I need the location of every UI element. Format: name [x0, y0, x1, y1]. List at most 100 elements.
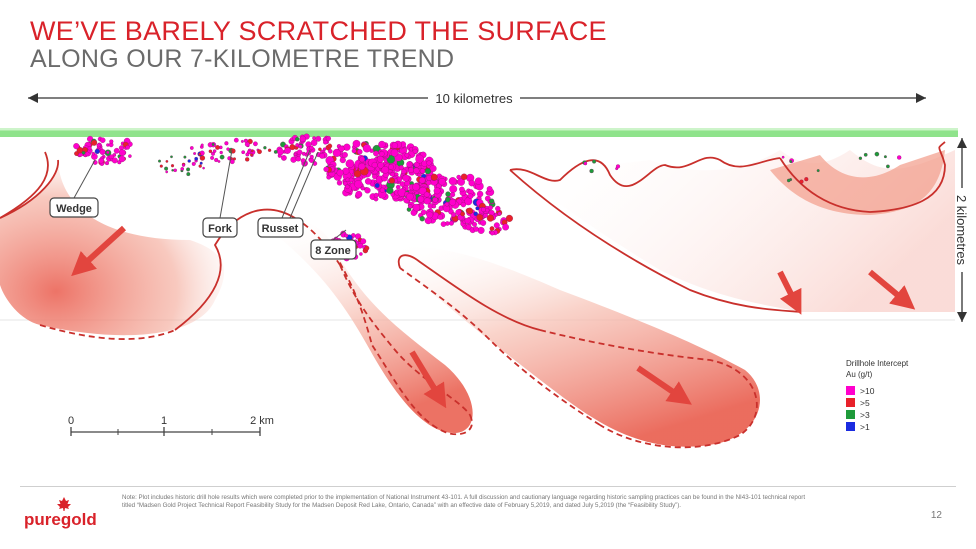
drill-intercept-dot — [354, 180, 363, 189]
drill-intercept-dot — [208, 149, 213, 154]
drill-intercept-dot — [118, 155, 126, 163]
drill-intercept-dot — [200, 143, 204, 147]
plunge-arrow-eight-zone — [409, 350, 447, 409]
drill-intercept-dot — [445, 191, 451, 197]
drill-intercept-dot — [486, 186, 493, 192]
drill-intercept-dot — [450, 192, 456, 198]
drill-intercept-dot — [323, 166, 329, 173]
ground-surface — [0, 130, 958, 137]
drill-intercept-dot — [438, 178, 446, 186]
drill-intercept-dot — [336, 180, 343, 186]
legend-label: >1 — [860, 422, 870, 432]
legend-swatch — [846, 386, 855, 395]
drill-intercept-dot — [781, 155, 785, 159]
drill-intercept-dot — [219, 150, 223, 155]
drill-intercept-dot — [408, 204, 413, 209]
drill-intercept-dot — [293, 152, 298, 157]
drill-intercept-dot — [489, 226, 495, 231]
drill-intercept-dot — [198, 152, 202, 156]
drill-intercept-dot — [402, 174, 410, 182]
drill-intercept-dot — [312, 136, 316, 140]
zone-label-fork: Fork — [208, 223, 233, 235]
drill-intercept-dot — [449, 185, 458, 193]
drill-intercept-dot — [87, 146, 92, 151]
drill-intercept-dot — [473, 226, 479, 232]
drill-intercept-dot — [173, 168, 177, 173]
drill-intercept-dot — [364, 187, 371, 194]
drill-intercept-dot — [799, 179, 804, 184]
arrow-up-icon — [957, 138, 967, 148]
drill-intercept-dot — [502, 223, 509, 231]
drill-intercept-dot — [373, 150, 379, 157]
drill-intercept-dot — [406, 161, 413, 168]
drill-intercept-dot — [358, 162, 366, 171]
drill-intercept-dot — [497, 211, 502, 216]
drill-intercept-dot — [187, 159, 191, 163]
drill-intercept-dot — [118, 149, 126, 157]
drill-intercept-dot — [863, 152, 868, 157]
drill-intercept-dot — [372, 174, 378, 180]
drill-intercept-dot — [388, 164, 394, 170]
drill-intercept-dot — [412, 148, 418, 154]
scale-tick-1: 1 — [161, 415, 167, 427]
arrow-left-icon — [28, 93, 38, 103]
drill-intercept-dot — [406, 192, 414, 201]
drill-intercept-dot — [433, 187, 441, 195]
drill-intercept-dot — [407, 167, 414, 174]
drill-intercept-dot — [401, 168, 407, 175]
envelope-outlines — [0, 141, 946, 449]
drill-intercept-dot — [295, 136, 300, 142]
vertical-dimension: 2 kilometres — [954, 138, 969, 322]
drill-intercept-dot — [327, 143, 333, 149]
drill-intercept-dot — [589, 168, 594, 174]
drill-intercept-dot — [245, 157, 250, 162]
drill-intercept-dot — [298, 144, 303, 149]
slide-title: WE’VE BARELY SCRATCHED THE SURFACE — [30, 16, 607, 46]
drill-intercept-dot — [424, 168, 431, 175]
drill-intercept-dot — [480, 219, 487, 226]
drill-intercept-dot — [456, 174, 461, 180]
drill-intercept-dot — [464, 217, 471, 224]
scale-tick-0: 0 — [68, 415, 74, 427]
drill-intercept-dot — [424, 217, 432, 225]
drill-intercept-dot — [460, 211, 465, 217]
drill-intercept-dot — [419, 216, 425, 222]
legend-title: Drillhole Intercept — [846, 359, 909, 368]
drill-intercept-dot — [210, 155, 215, 160]
drill-intercept-dot — [423, 197, 431, 205]
drill-intercept-dot — [253, 141, 258, 147]
drill-intercept-dot — [399, 181, 406, 187]
legend-swatch — [846, 398, 855, 407]
drill-intercept-dot — [309, 145, 314, 151]
drill-intercept-dot — [186, 172, 191, 177]
drill-intercept-dot — [318, 147, 322, 152]
drill-intercept-dot — [191, 161, 196, 166]
drill-intercept-dot — [91, 139, 98, 146]
drill-intercept-dot — [319, 153, 325, 159]
drill-intercept-dot — [159, 164, 163, 168]
drill-intercept-dot — [468, 179, 476, 187]
drill-intercept-dot — [476, 214, 484, 221]
drill-intercept-dot — [426, 160, 432, 166]
drill-intercept-dot — [475, 206, 480, 211]
arrow-down-icon — [957, 312, 967, 322]
drill-intercept-dot — [487, 205, 493, 211]
drill-intercept-dot — [91, 151, 96, 156]
drill-intercept-dot — [592, 159, 597, 164]
drill-intercept-dot — [339, 157, 346, 164]
logo-text: puregold — [24, 510, 97, 529]
drill-intercept-dot — [158, 159, 161, 163]
drill-intercept-dot — [309, 154, 314, 159]
drill-intercept-dot — [413, 167, 420, 174]
drill-intercept-dot — [373, 192, 379, 198]
zone-labels: Wedge Fork Russet 8 Zone — [49, 149, 357, 260]
drill-intercept-dot — [244, 141, 250, 147]
drill-intercept-dot — [183, 155, 187, 159]
drill-intercept-dot — [444, 201, 450, 207]
drill-intercept-dot — [493, 222, 500, 229]
maple-leaf-icon — [57, 497, 71, 511]
drill-intercept-dot — [165, 160, 169, 163]
drill-intercept-dot — [886, 164, 890, 169]
drill-intercept-dot — [355, 190, 363, 198]
legend-label: >10 — [860, 386, 875, 396]
